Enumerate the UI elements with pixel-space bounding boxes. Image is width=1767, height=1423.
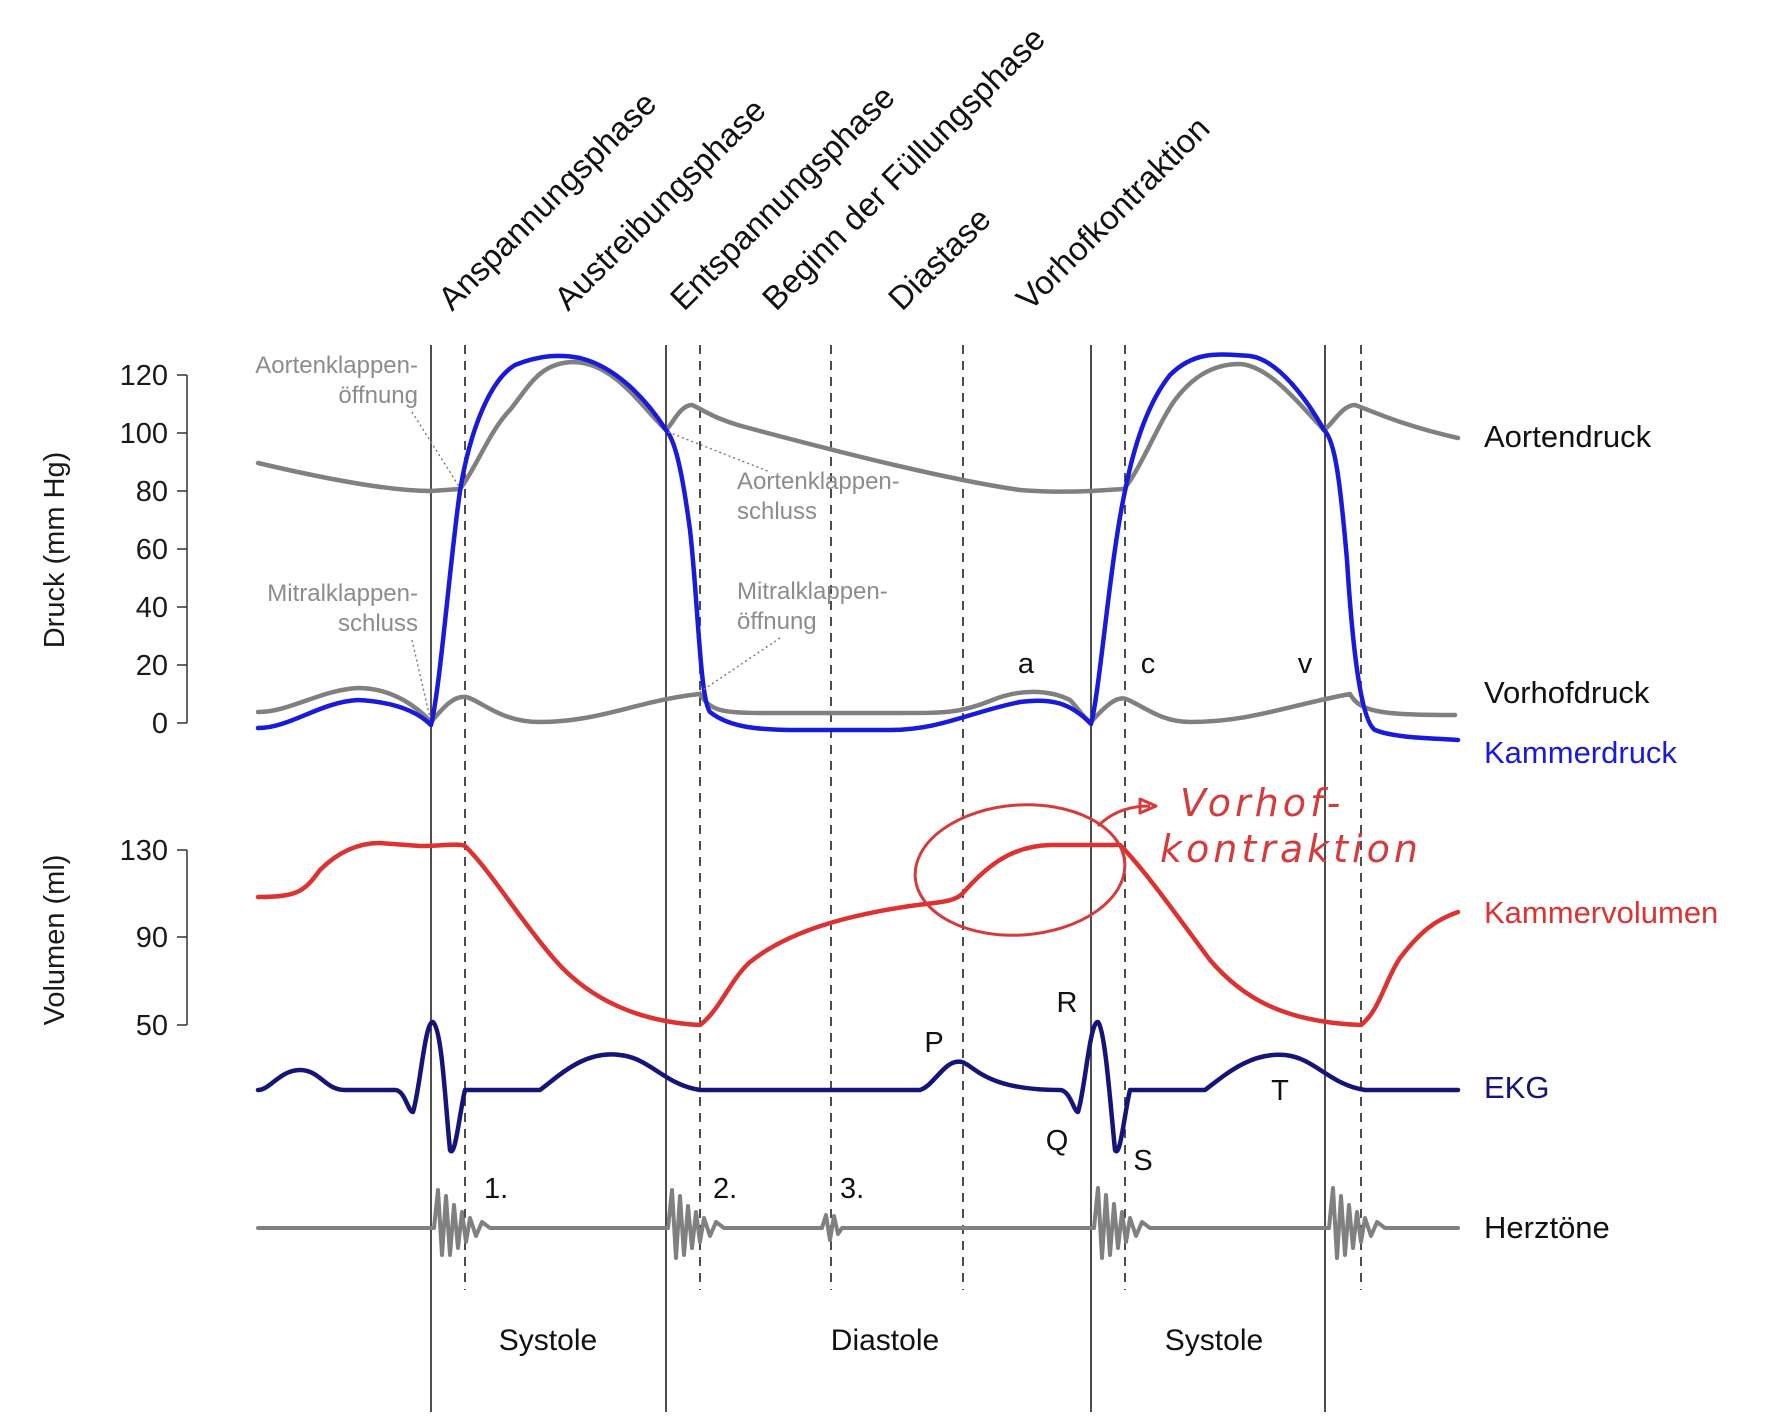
pressure-tick-label: 40 [136,592,168,624]
phase-boundaries [430,345,1326,1412]
volume-axis: 130 90 50 Volumen (ml) [39,835,188,1042]
ventricular-volume-curve [255,840,1461,1028]
phase-label: Austreibungsphase [547,91,773,317]
legend-atrial-pressure: Vorhofdruck [1484,675,1650,710]
ecg-curve [255,1019,1461,1154]
wave-label-a: a [1018,648,1035,680]
pressure-tick-label: 20 [136,650,168,682]
pressure-axis: 120 100 80 60 40 20 0 Druck (mm Hg) [39,360,188,740]
heart-sound-labels: 1. 2. 3. [484,1173,864,1205]
wave-label-P: P [924,1027,943,1059]
volume-tick-label: 130 [120,835,168,867]
wave-label-Q: Q [1046,1125,1069,1157]
period-label-diastole: Diastole [831,1324,939,1357]
handwritten-note-line: Vorhof- [1180,781,1344,825]
annotation-leader [411,639,431,719]
legend-aortic-pressure: Aortendruck [1484,419,1652,454]
mitral-open-annotation: öffnung [737,608,817,635]
highlight-circle [913,803,1127,937]
ventricular-pressure-curve [255,352,1461,743]
annotation-leader [411,411,461,489]
pressure-tick-label: 80 [136,476,168,508]
phase-label: Diastase [881,200,998,317]
mitral-close-annotation: Mitralklappen- [267,580,418,607]
volume-axis-title: Volumen (ml) [39,855,71,1026]
phase-labels: Anspannungsphase Austreibungsphase Entsp… [431,20,1217,317]
legend-ventricular-pressure: Kammerdruck [1484,735,1677,770]
legend-heart-tones: Herztöne [1484,1210,1610,1245]
mitral-open-annotation: Mitralklappen- [737,578,888,605]
pressure-axis-title: Druck (mm Hg) [39,452,71,649]
period-labels: Systole Diastole Systole [499,1324,1263,1357]
aortic-close-annotation: schluss [737,498,817,525]
phase-label: Anspannungsphase [431,84,663,316]
aortic-pressure-curve [255,359,1461,494]
aortic-open-annotation: Aortenklappen- [255,352,418,379]
curve-legend: Aortendruck Vorhofdruck Kammerdruck Kamm… [1484,419,1718,1245]
wave-label-T: T [1271,1075,1289,1107]
handwritten-note-line: kontraktion [1160,827,1422,871]
phase-label: Vorhofkontraktion [1009,109,1217,317]
curves [255,352,1461,1260]
wave-label-c: c [1141,648,1156,680]
wave-label-R: R [1057,987,1078,1019]
heart-sound-label: 3. [840,1173,864,1205]
wave-label-S: S [1133,1145,1152,1177]
legend-ventricular-volume: Kammervolumen [1484,895,1718,930]
wave-labels: a c v P R Q S T [924,648,1312,1177]
aortic-close-annotation: Aortenklappen- [737,468,900,495]
heart-sound-label: 2. [713,1173,737,1205]
pressure-tick-label: 0 [152,708,168,740]
pressure-tick-label: 120 [120,360,168,392]
arrow-icon [1096,797,1158,828]
heart-tones-curve [256,1186,1460,1260]
handwritten-annotation: Vorhof- kontraktion [913,781,1422,937]
period-label-systole: Systole [1165,1324,1263,1357]
pressure-tick-label: 60 [136,534,168,566]
period-label-systole: Systole [499,1324,597,1357]
annotation-leader [667,431,771,473]
volume-tick-label: 90 [136,922,168,954]
annotation-leader [699,637,781,693]
legend-ecg: EKG [1484,1070,1549,1105]
mitral-close-annotation: schluss [338,610,418,637]
valve-annotations: Aortenklappen- öffnung Aortenklappen- sc… [255,352,900,719]
aortic-open-annotation: öffnung [338,382,418,409]
heart-sound-label: 1. [484,1173,508,1205]
wave-label-v: v [1298,648,1313,680]
pressure-tick-label: 100 [120,418,168,450]
volume-tick-label: 50 [136,1010,168,1042]
